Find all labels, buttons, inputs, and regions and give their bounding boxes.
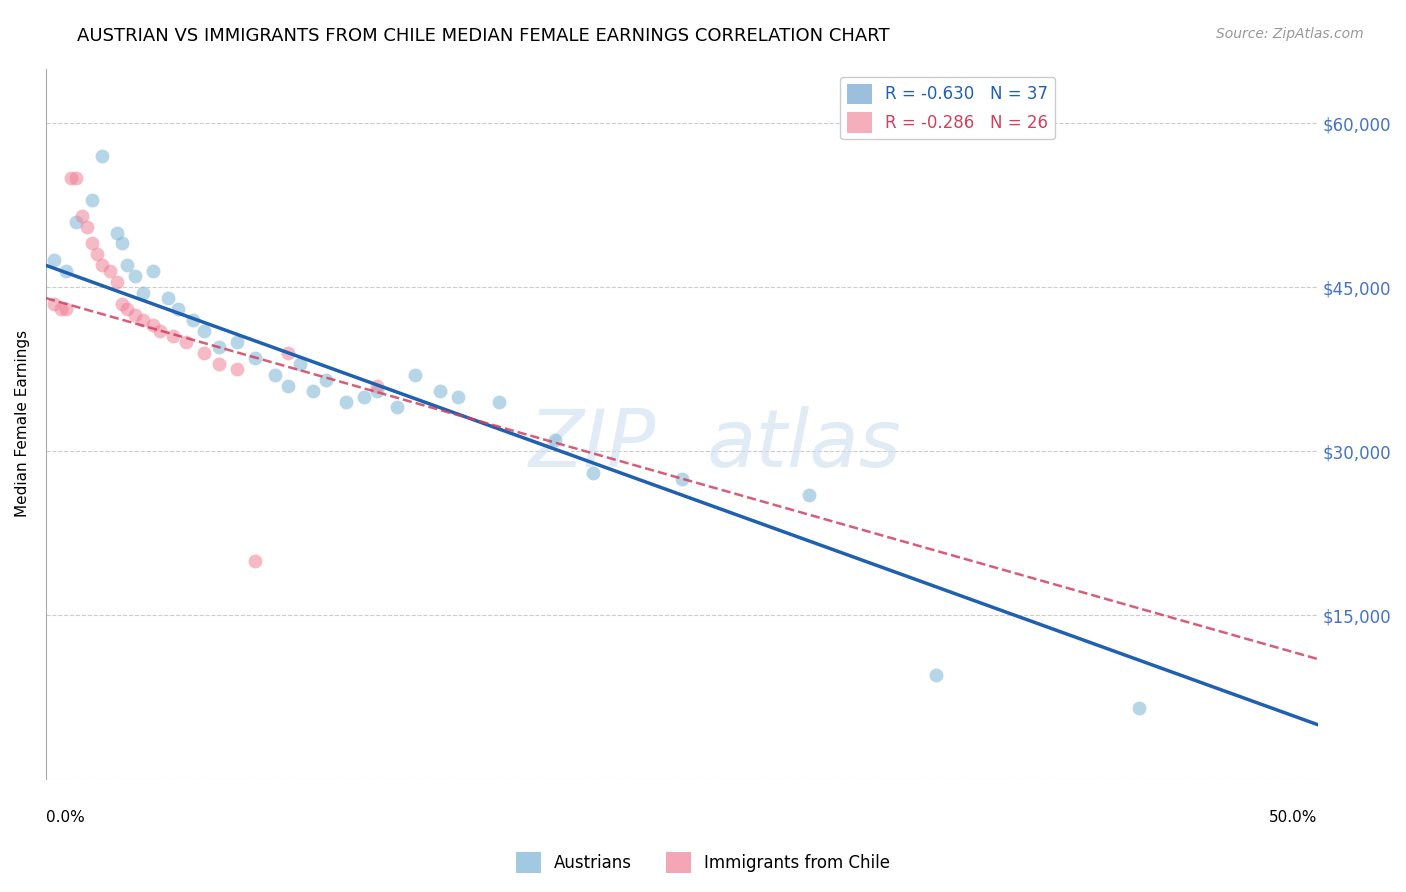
Point <box>162 329 184 343</box>
Point <box>105 275 128 289</box>
Text: ZIP: ZIP <box>529 406 657 484</box>
Point <box>142 264 165 278</box>
Point <box>263 368 285 382</box>
Point <box>925 668 948 682</box>
Point <box>366 378 388 392</box>
Point <box>55 302 77 317</box>
Point <box>131 313 153 327</box>
Point <box>243 351 266 366</box>
Point <box>60 170 83 185</box>
Point <box>167 302 190 317</box>
Y-axis label: Median Female Earnings: Median Female Earnings <box>15 330 30 517</box>
Point <box>208 357 231 371</box>
Point <box>797 488 820 502</box>
Point <box>80 193 103 207</box>
Point <box>671 472 693 486</box>
Point <box>80 236 103 251</box>
Point <box>335 395 357 409</box>
Point <box>124 269 146 284</box>
Point <box>385 401 408 415</box>
Point <box>111 236 134 251</box>
Legend: R = -0.630   N = 37, R = -0.286   N = 26: R = -0.630 N = 37, R = -0.286 N = 26 <box>841 77 1054 139</box>
Point <box>86 247 108 261</box>
Point <box>1128 701 1150 715</box>
Point <box>277 346 299 360</box>
Point <box>105 226 128 240</box>
Point <box>208 340 231 354</box>
Point <box>142 318 165 333</box>
Point <box>404 368 426 382</box>
Point <box>193 324 215 338</box>
Point <box>42 252 65 267</box>
Point <box>70 209 93 223</box>
Point <box>111 296 134 310</box>
Point <box>65 214 87 228</box>
Point <box>98 264 121 278</box>
Point <box>353 390 375 404</box>
Point <box>277 378 299 392</box>
Point <box>225 362 247 376</box>
Legend: Austrians, Immigrants from Chile: Austrians, Immigrants from Chile <box>509 846 897 880</box>
Point <box>366 384 388 398</box>
Point <box>447 390 470 404</box>
Point <box>90 258 112 272</box>
Point <box>582 466 605 480</box>
Point <box>51 302 73 317</box>
Point <box>65 170 87 185</box>
Text: AUSTRIAN VS IMMIGRANTS FROM CHILE MEDIAN FEMALE EARNINGS CORRELATION CHART: AUSTRIAN VS IMMIGRANTS FROM CHILE MEDIAN… <box>77 27 890 45</box>
Point <box>157 291 180 305</box>
Point <box>55 264 77 278</box>
Point <box>117 302 139 317</box>
Point <box>131 285 153 300</box>
Point <box>429 384 451 398</box>
Point <box>117 258 139 272</box>
Point <box>174 334 197 349</box>
Text: atlas: atlas <box>707 406 901 484</box>
Text: Source: ZipAtlas.com: Source: ZipAtlas.com <box>1216 27 1364 41</box>
Point <box>543 434 565 448</box>
Point <box>42 296 65 310</box>
Point <box>124 308 146 322</box>
Point <box>90 149 112 163</box>
Point <box>149 324 172 338</box>
Point <box>193 346 215 360</box>
Point <box>290 357 312 371</box>
Point <box>183 313 205 327</box>
Text: 50.0%: 50.0% <box>1270 810 1317 825</box>
Point <box>76 220 98 235</box>
Point <box>315 373 337 387</box>
Point <box>488 395 510 409</box>
Text: 0.0%: 0.0% <box>46 810 84 825</box>
Point <box>225 334 247 349</box>
Point <box>302 384 325 398</box>
Point <box>243 553 266 567</box>
